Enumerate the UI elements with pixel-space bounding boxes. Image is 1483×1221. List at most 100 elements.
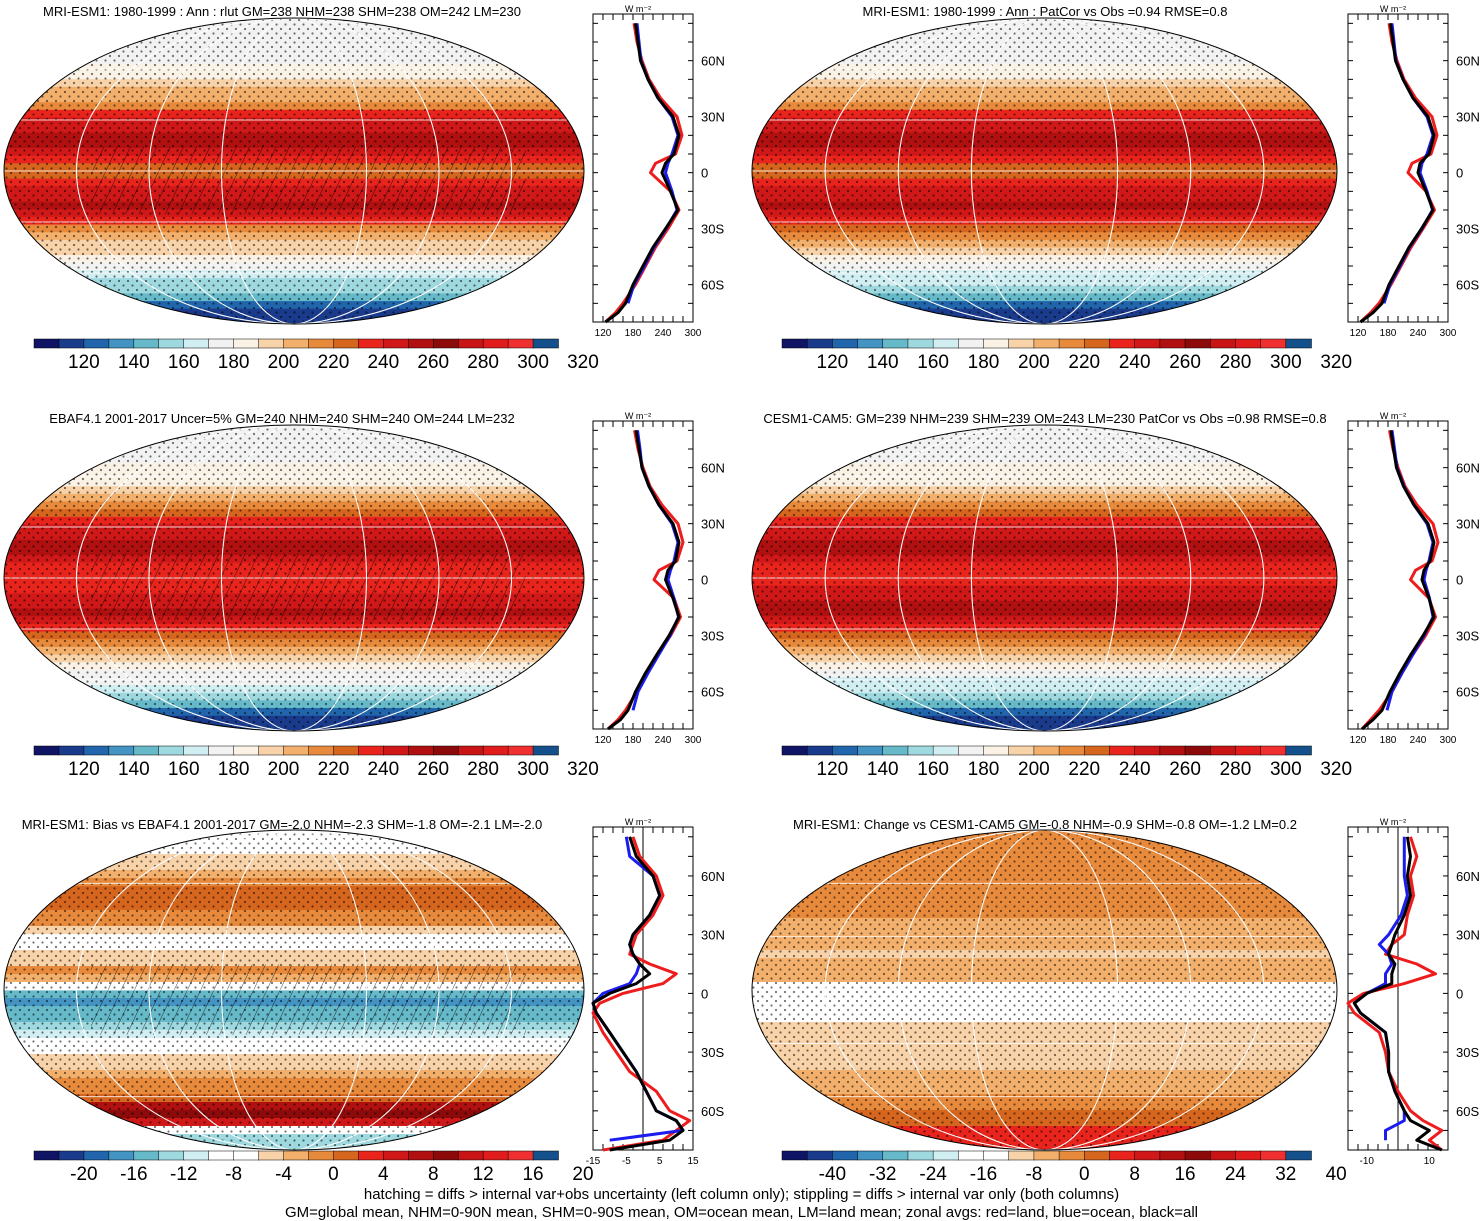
colorbar-swatch (33, 1150, 60, 1161)
zonal-xtick-label: 180 (1380, 735, 1397, 746)
colorbar-swatch (1159, 745, 1186, 756)
panel-title: MRI-ESM1: Bias vs EBAF4.1 2001-2017 GM=-… (22, 817, 543, 832)
colorbar-swatch (806, 1150, 834, 1161)
zonal-xtick-label: 300 (685, 328, 702, 339)
colorbar-swatch (1134, 745, 1161, 756)
colorbar-swatch (1260, 745, 1287, 756)
colorbar-swatch (183, 745, 210, 756)
footer-hatching-note: hatching = diffs > internal var+obs unce… (363, 1186, 1120, 1203)
panel-3: EBAF4.1 2001-2017 Uncer=5% GM=240 NHM=24… (3, 411, 725, 780)
zonal-panel: W m⁻² -15 -5 5 15 60N 30N 0 30S 60S (586, 817, 725, 1167)
zonal-ytick-label: 60S (1456, 1104, 1479, 1119)
colorbar-swatch (958, 1150, 985, 1161)
zonal-ytick-label: 0 (1456, 986, 1463, 1001)
panel-6: MRI-ESM1: Change vs CESM1-CAM5 GM=-0.8 N… (751, 817, 1480, 1185)
zonal-unit-label: W m⁻² (625, 4, 651, 14)
colorbar-swatch (1084, 338, 1111, 349)
colorbar-tick-label: 140 (867, 352, 899, 373)
colorbar-tick-label: 20 (572, 1164, 593, 1185)
zonal-ytick-label: 60S (1456, 278, 1479, 293)
zonal-line-all (1352, 836, 1443, 1152)
colorbar-swatch (532, 338, 559, 349)
zonal-ytick-label: 60S (701, 685, 724, 700)
colorbar-swatch (1134, 338, 1161, 349)
zonal-panel: W m⁻² -10 10 60N 30N 0 30S 60S (1346, 817, 1480, 1167)
colorbar-swatch (1008, 338, 1035, 349)
colorbar-tick-label: 300 (517, 759, 549, 780)
colorbar-swatch (258, 745, 285, 756)
colorbar-swatch (857, 1150, 884, 1161)
colorbar-swatch (432, 745, 459, 756)
zonal-ytick-label: 60N (701, 461, 725, 476)
colorbar-swatch (83, 338, 110, 349)
colorbar-swatch (358, 338, 385, 349)
zonal-ytick-label: 60S (1456, 685, 1479, 700)
colorbar-swatch (907, 1150, 934, 1161)
zonal-line-land (1346, 836, 1444, 1152)
colorbar-swatch (482, 1150, 509, 1161)
colorbar-tick-label: 300 (517, 352, 549, 373)
colorbar-tick-label: 240 (1119, 759, 1151, 780)
zonal-unit-label: W m⁻² (625, 817, 651, 827)
colorbar-swatch (781, 338, 808, 349)
colorbar-tick-label: 140 (118, 352, 150, 373)
zonal-ytick-label: 30N (1456, 517, 1480, 532)
colorbar-swatch (806, 338, 834, 349)
colorbar-swatch (133, 338, 160, 349)
colorbar-swatch (781, 745, 808, 756)
map-outline (3, 424, 585, 732)
zonal-line-ocean (1385, 430, 1435, 711)
map-field (752, 18, 1337, 324)
colorbar-tick-label: 240 (367, 352, 399, 373)
colorbar-swatch (1235, 745, 1262, 756)
map-field (4, 830, 584, 1150)
colorbar-tick-label: 0 (328, 1164, 339, 1185)
zonal-ytick-label: 30N (701, 110, 725, 125)
colorbar-swatch (308, 1150, 335, 1161)
graticule-lon (970, 425, 1119, 731)
map-field (4, 18, 584, 324)
zonal-panel: W m⁻² 120 180 240 300 60N 30N 0 30S 60S (1347, 4, 1480, 339)
footer-mean-legend: GM=global mean, NHM=0-90N mean, SHM=0-90… (284, 1204, 1198, 1221)
zonal-ytick-label: 30S (1456, 222, 1479, 237)
colorbar-swatch (1084, 1150, 1111, 1161)
colorbar-swatch (358, 745, 385, 756)
colorbar-tick-label: 40 (1326, 1164, 1347, 1185)
colorbar-swatch (482, 745, 509, 756)
colorbar-swatch (108, 745, 135, 756)
colorbar-swatch (1033, 745, 1060, 756)
colorbar-swatch (308, 745, 335, 756)
colorbar-tick-label: 200 (268, 759, 300, 780)
graticule-lon (824, 830, 1265, 1150)
colorbar-swatch (158, 745, 185, 756)
colorbar-swatch (83, 745, 110, 756)
graticule-lon (824, 425, 1265, 731)
zonal-line-ocean (1382, 23, 1435, 304)
colorbar-tick-label: -16 (970, 1164, 997, 1185)
zonal-xtick-label: 300 (1440, 328, 1457, 339)
colorbar-tick-label: 160 (917, 352, 949, 373)
colorbar-swatch (1184, 1150, 1211, 1161)
colorbar-tick-label: 180 (968, 759, 1000, 780)
colorbar-swatch (233, 745, 260, 756)
colorbar-tick-label: 320 (1320, 759, 1352, 780)
zonal-ytick-label: 0 (1456, 166, 1463, 181)
colorbar-swatch (1209, 338, 1237, 349)
colorbar-swatch (958, 338, 985, 349)
colorbar-swatch (832, 745, 859, 756)
colorbar-tick-label: 12 (473, 1164, 494, 1185)
zonal-panel: W m⁻² 120 180 240 300 60N 30N 0 30S 60S (1347, 411, 1480, 746)
colorbar-swatch (1209, 745, 1237, 756)
zonal-xtick-label: 300 (1440, 735, 1457, 746)
zonal-ytick-label: 30S (701, 222, 724, 237)
colorbar-swatch (1184, 745, 1211, 756)
colorbar-swatch (1134, 1150, 1161, 1161)
colorbar-swatch (907, 338, 934, 349)
zonal-panel: W m⁻² 120 180 240 300 60N 30N 0 30S 60S (592, 4, 725, 339)
graticule-lon (76, 830, 512, 1150)
colorbar-swatch (932, 1150, 960, 1161)
colorbar-swatch (58, 338, 85, 349)
colorbar-swatch (1058, 745, 1086, 756)
colorbar-swatch (1209, 1150, 1237, 1161)
